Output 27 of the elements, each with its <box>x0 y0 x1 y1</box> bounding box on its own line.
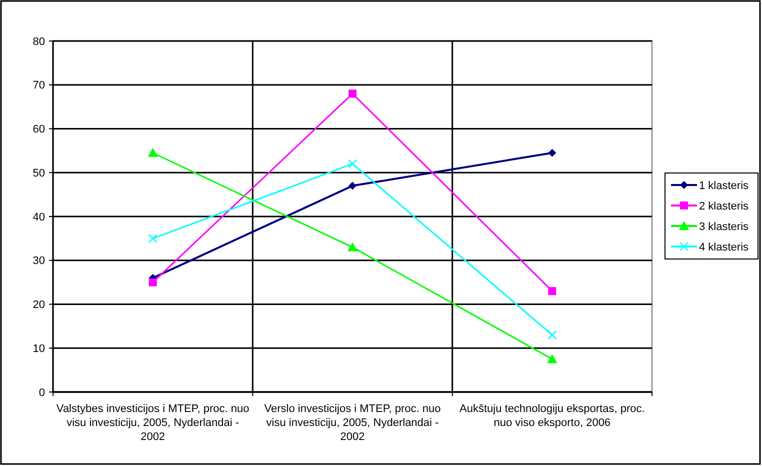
legend-label: 1 klasteris <box>699 180 750 192</box>
y-tick-label: 60 <box>32 124 45 136</box>
point <box>348 159 358 168</box>
y-tick-label: 50 <box>32 167 45 180</box>
point <box>348 90 356 98</box>
point <box>348 182 356 190</box>
y-tick-label: 80 <box>32 36 45 48</box>
x-tick-label: Verslo investicijos i MTEP, proc. nuo visu investiciju, 2005, Nyderlandai - 2002 <box>264 403 441 443</box>
y-tick-label: 70 <box>32 80 45 92</box>
point <box>548 287 556 296</box>
point <box>348 242 358 252</box>
point <box>148 234 158 244</box>
point <box>548 330 557 340</box>
legend-label: 4 klasteris <box>699 241 750 254</box>
point <box>148 148 158 157</box>
x-tick-label: Aukštuju technologiju eksportas, proc. nuo viso eksporto, 2006 <box>460 403 645 429</box>
legend-label: 3 klasteris <box>699 220 750 233</box>
y-tick-label: 0 <box>38 386 45 399</box>
y-tick-label: 40 <box>32 211 45 224</box>
y-tick-label: 10 <box>32 342 45 355</box>
y-tick-label: 30 <box>32 255 45 268</box>
point <box>148 278 157 286</box>
x-tick-label: Valstybes investicijos i MTEP, proc. nuo visu investiciju, 2005, Nyderlandai - 2002 <box>56 403 250 443</box>
legend-label: 2 klasteris <box>699 200 750 212</box>
point <box>548 148 556 157</box>
y-tick-label: 20 <box>32 299 45 312</box>
point <box>547 354 558 364</box>
